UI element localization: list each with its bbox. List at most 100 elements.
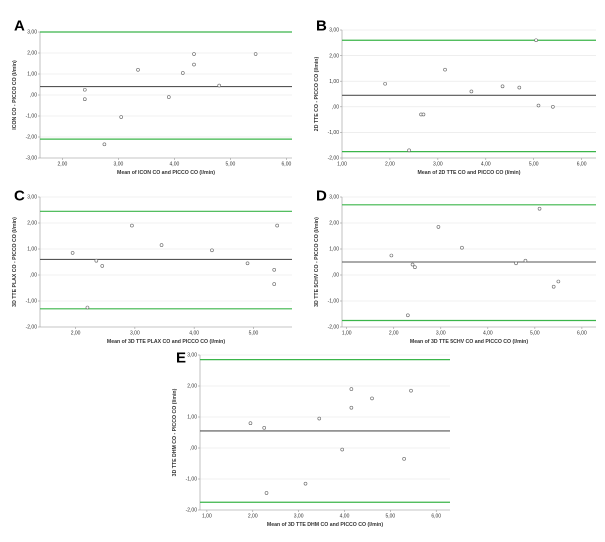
x-axis-label: Mean of ICON CO and PICCO CO (l/min) — [117, 170, 215, 176]
data-point — [402, 457, 406, 461]
data-point — [272, 282, 277, 286]
x-tick-label: 3,00 — [130, 331, 140, 337]
data-point — [421, 112, 426, 117]
data-point — [443, 67, 447, 72]
x-tick-label: 3,00 — [436, 331, 446, 337]
data-point — [469, 89, 474, 94]
y-tick-label: 1,00 — [329, 79, 339, 85]
y-axis-label: ICON CO - PICCO CO (l/min) — [12, 60, 18, 130]
panel-letter: A — [14, 17, 25, 34]
x-tick-label: 2,00 — [248, 514, 258, 520]
data-point — [100, 264, 105, 268]
data-point — [556, 279, 561, 284]
data-point — [167, 95, 171, 99]
panel-b: B 3,002,001,00,00-1,00-2,001,00 2,00 3,00 4,… — [314, 17, 596, 176]
y-tick-label: 3,00 — [27, 195, 37, 201]
y-tick-label: -2,00 — [186, 508, 198, 514]
y-axis-label: 3D TTE 5CHV CO - PICCO CO (l/min) — [314, 217, 320, 307]
data-point — [413, 265, 417, 270]
data-point — [119, 115, 123, 119]
data-point — [192, 52, 196, 56]
data-point — [275, 223, 279, 228]
y-tick-label: ,00 — [332, 273, 339, 279]
panel-a: A 3,002,001,00,00-1,00-2,00-3,002,00 3,00 4… — [12, 17, 292, 176]
data-point — [409, 388, 413, 393]
data-point — [340, 447, 345, 452]
y-axis-label: 3D TTE DHM CO - PICCO CO (l/min) — [172, 388, 178, 476]
data-point — [349, 387, 354, 391]
data-point — [551, 284, 556, 289]
y-tick-label: 1,00 — [27, 247, 37, 253]
data-point — [436, 225, 441, 229]
data-point — [370, 396, 374, 401]
data-point — [523, 258, 528, 263]
x-tick-label: 6,00 — [577, 162, 587, 168]
y-tick-label: ,00 — [190, 446, 197, 452]
data-point — [534, 38, 538, 43]
data-point — [217, 83, 221, 88]
y-axis-label: 2D TTE CO - PICCO CO (l/min) — [314, 57, 320, 132]
x-tick-label: 3,00 — [294, 514, 304, 520]
data-point — [303, 481, 308, 486]
y-tick-label: -1,00 — [26, 114, 38, 120]
data-point — [517, 85, 522, 90]
data-point — [389, 253, 394, 258]
x-axis-label: Mean of 2D TTE CO and PICCO CO (l/min) — [418, 170, 521, 176]
x-tick-label: 5,00 — [385, 514, 395, 520]
data-point — [536, 103, 541, 108]
y-tick-label: -2,00 — [26, 325, 38, 331]
panel-c: C 3,002,001,00,00-1,00-2,002,00 3,00 4,00 5,… — [12, 187, 292, 345]
data-point — [551, 105, 555, 109]
data-point — [159, 243, 164, 247]
x-axis-label: Mean of 3D TTE PLAX CO and PICCO CO (l/m… — [107, 339, 225, 345]
x-tick-label: 4,00 — [170, 162, 180, 168]
y-tick-label: 3,00 — [329, 195, 339, 201]
data-point — [349, 405, 354, 410]
data-point — [514, 261, 518, 266]
y-tick-label: 1,00 — [27, 72, 37, 78]
y-tick-label: 3,00 — [329, 28, 339, 34]
x-tick-label: 2,00 — [385, 162, 395, 168]
y-tick-label: -2,00 — [26, 135, 38, 141]
x-tick-label: 3,00 — [114, 162, 124, 168]
data-point — [262, 426, 267, 430]
data-point — [136, 68, 140, 72]
y-tick-label: -2,00 — [328, 325, 340, 331]
y-axis-label: 3D TTE PLAX CO - PICCO CO (l/min) — [12, 217, 18, 307]
panel-e: E 3,002,001,00,00-1,00-2,001,00 2,00 3,00 4,… — [172, 349, 450, 528]
x-tick-label: 6,00 — [431, 514, 441, 520]
y-tick-label: -1,00 — [328, 299, 340, 305]
data-point — [210, 248, 214, 253]
data-point — [407, 148, 411, 153]
y-tick-label: 2,00 — [27, 221, 37, 227]
data-point — [94, 258, 99, 263]
panel-letter: D — [316, 187, 327, 204]
y-tick-label: -1,00 — [186, 477, 198, 483]
x-tick-label: 4,00 — [481, 162, 491, 168]
x-axis-label: Mean of 3D TTE 5CHV CO and PICCO CO (l/m… — [410, 339, 528, 345]
data-point — [253, 52, 258, 56]
y-tick-label: -2,00 — [328, 156, 340, 162]
data-point — [406, 313, 410, 318]
data-point — [410, 262, 415, 267]
data-point — [537, 206, 542, 211]
data-point — [130, 223, 134, 228]
data-point — [317, 416, 322, 421]
data-point — [192, 62, 196, 67]
x-tick-label: 4,00 — [189, 331, 199, 337]
data-point — [245, 261, 250, 266]
data-point — [500, 84, 505, 89]
data-point — [248, 421, 253, 426]
data-point — [264, 491, 269, 495]
y-tick-label: -3,00 — [26, 156, 38, 162]
x-tick-label: 6,00 — [282, 162, 292, 168]
x-tick-label: 1,00 — [337, 162, 347, 168]
data-point — [460, 245, 464, 250]
data-point — [83, 87, 87, 92]
panel-letter: E — [176, 349, 186, 366]
data-point — [102, 142, 107, 147]
panel-d: D 3,002,001,00,00-1,00-2,001,00 2,00 3,00 4,… — [314, 187, 596, 345]
y-tick-label: 2,00 — [27, 51, 37, 57]
x-tick-label: 2,00 — [71, 331, 81, 337]
